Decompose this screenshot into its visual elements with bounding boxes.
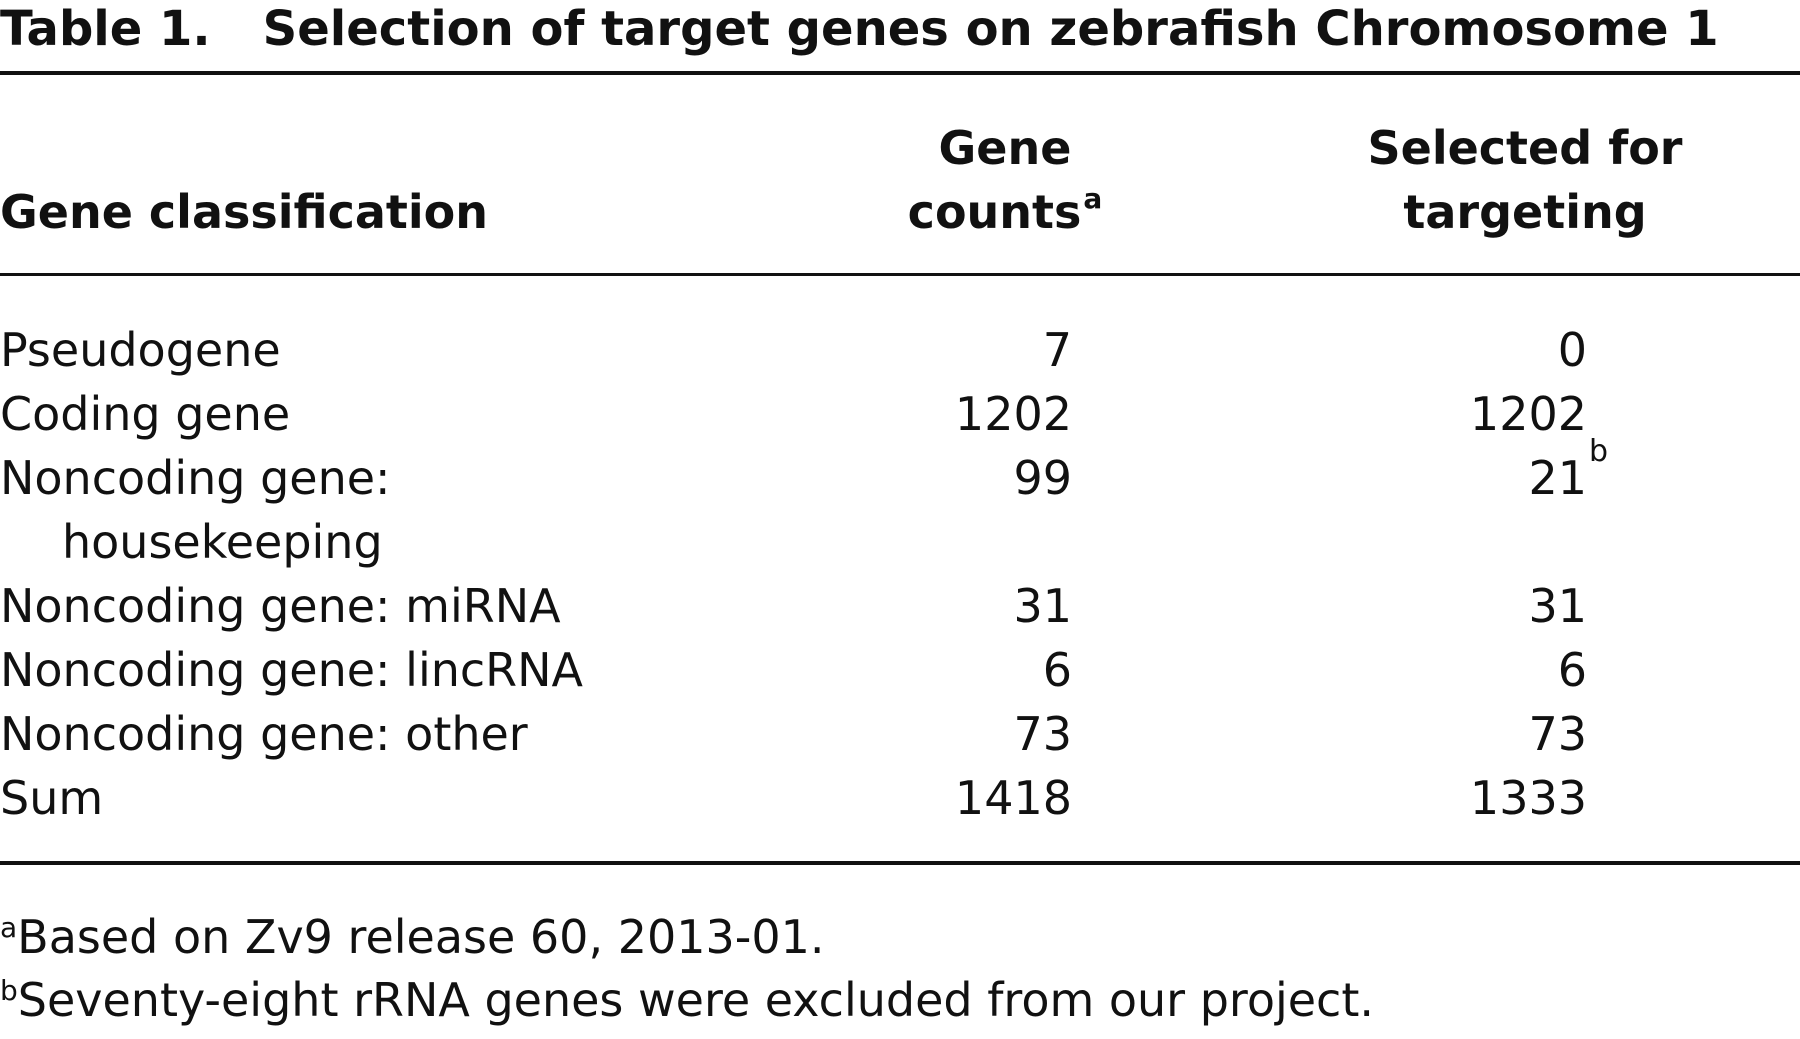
header-selected-line1: Selected for	[1367, 121, 1683, 175]
cell-classification: Coding gene	[0, 387, 291, 441]
cell-selected-value: 21	[1528, 451, 1587, 505]
cell-selected: 1202	[1470, 382, 1587, 446]
cell-selected: 73	[1528, 702, 1587, 766]
cell-gene-counts: 1202	[954, 387, 1072, 441]
table-title: Selection of target genes on zebrafish C…	[262, 1, 1719, 57]
cell-selected-value: 1202	[1469, 387, 1587, 441]
footnote-b-text: Seventy-eight rRNA genes were excluded f…	[17, 973, 1374, 1027]
header-gene-counts: Gene countsa	[850, 116, 1160, 244]
cell-classification: Noncoding gene: lincRNA	[0, 643, 584, 697]
cell-gene-counts: 31	[1013, 579, 1072, 633]
cell-selected: 1333	[1470, 766, 1587, 830]
cell-classification-line1: Noncoding gene:	[0, 451, 391, 505]
footnote-a-marker: a	[0, 911, 18, 944]
bottom-rule	[0, 861, 1800, 865]
cell-selected-value: 31	[1528, 579, 1587, 633]
cell-classification: Noncoding gene: miRNA	[0, 579, 561, 633]
footnote-marker-b: b	[1589, 434, 1609, 469]
table-row-sum: Sum 1418 1333	[0, 766, 1800, 830]
footnote-marker-a: a	[1083, 181, 1103, 215]
header-selected-for-targeting: Selected for targeting	[1340, 116, 1710, 244]
footnote-b: bSeventy-eight rRNA genes were excluded …	[0, 968, 1374, 1039]
cell-selected-value: 73	[1528, 707, 1587, 761]
cell-classification-line2: housekeeping	[62, 515, 383, 569]
table-row: Coding gene 1202 1202	[0, 382, 1800, 446]
header-selected-line2: targeting	[1403, 185, 1647, 239]
table-body: Pseudogene 7 0 Coding gene 1202 1202 Non…	[0, 318, 1800, 830]
cell-selected: 6	[1558, 638, 1587, 702]
cell-selected: 0	[1558, 318, 1587, 382]
cell-selected-value: 1333	[1469, 771, 1587, 825]
table-row: Noncoding gene: miRNA 31 31	[0, 574, 1800, 638]
header-gene-counts-line1: Gene	[938, 121, 1072, 175]
cell-classification: Sum	[0, 771, 104, 825]
cell-classification: Pseudogene	[0, 323, 281, 377]
cell-classification: Noncoding gene: housekeeping	[0, 446, 820, 574]
cell-gene-counts: 1418	[954, 771, 1072, 825]
cell-gene-counts: 7	[1042, 323, 1072, 377]
cell-gene-counts: 99	[1013, 451, 1072, 505]
table-row: Pseudogene 7 0	[0, 318, 1800, 382]
footnote-a: aBased on Zv9 release 60, 2013-01.	[0, 905, 825, 976]
header-rule	[0, 273, 1800, 276]
cell-selected-value: 6	[1557, 643, 1587, 697]
table-label: Table 1.	[0, 1, 211, 57]
header-gene-counts-line2: countsa	[850, 180, 1160, 244]
table-row: Noncoding gene: lincRNA 6 6	[0, 638, 1800, 702]
cell-gene-counts: 6	[1042, 643, 1072, 697]
table-caption: Table 1. Selection of target genes on zeb…	[0, 0, 1719, 64]
cell-gene-counts: 73	[1013, 707, 1072, 761]
cell-selected: 21 b	[1528, 434, 1608, 510]
footnote-b-marker: b	[0, 974, 18, 1007]
header-gene-classification: Gene classification	[0, 185, 489, 239]
header-gene-counts-text: counts	[907, 185, 1082, 239]
table-row: Noncoding gene: other 73 73	[0, 702, 1800, 766]
footnote-a-text: Based on Zv9 release 60, 2013-01.	[17, 910, 825, 964]
table-row: Noncoding gene: housekeeping 99 21 b	[0, 434, 1800, 574]
top-rule	[0, 71, 1800, 75]
cell-selected: 31	[1528, 574, 1587, 638]
cell-classification: Noncoding gene: other	[0, 707, 528, 761]
cell-selected-value: 0	[1557, 323, 1587, 377]
